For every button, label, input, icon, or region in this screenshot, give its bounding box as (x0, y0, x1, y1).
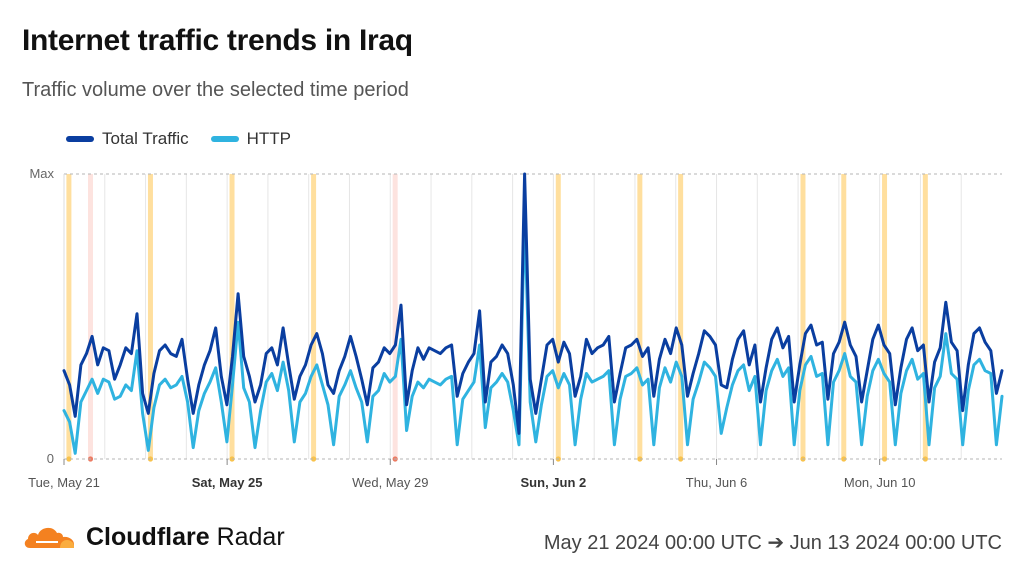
x-tick-label: Tue, May 21 (28, 475, 100, 490)
y-label-zero: 0 (47, 451, 54, 466)
cloudflare-cloud-icon (24, 527, 75, 548)
annotation-band (88, 174, 94, 459)
annotation-band (922, 174, 928, 459)
annotation-marker (66, 456, 72, 462)
chart-title: Internet traffic trends in Iraq (22, 24, 413, 57)
legend-item-total-traffic[interactable]: Total Traffic (66, 129, 189, 149)
annotation-band (392, 174, 398, 459)
annotation-marker (678, 456, 684, 462)
legend-label-http: HTTP (246, 129, 292, 148)
legend-swatch-http (210, 136, 239, 142)
brand-name-rest: Radar (209, 523, 285, 551)
annotation-band (637, 174, 643, 459)
x-tick-label: Sun, Jun 2 (521, 475, 587, 490)
brand-name-bold: Cloudflare (86, 523, 210, 551)
annotation-band (311, 174, 317, 459)
annotation-marker (922, 456, 928, 462)
annotation-marker (881, 456, 888, 462)
cloudflare-radar-logo: Cloudflare Radar (22, 523, 285, 552)
y-label-max: Max (29, 166, 54, 181)
x-tick-label: Thu, Jun 6 (686, 475, 747, 490)
annotation-band (555, 174, 561, 459)
legend-item-http[interactable]: HTTP (210, 129, 292, 149)
series-line-total-traffic (62, 172, 1004, 435)
x-tick-label: Sat, May 25 (192, 475, 263, 490)
legend-swatch-total-traffic (66, 136, 94, 142)
annotation-band (66, 174, 72, 459)
x-tick-label: Wed, May 29 (352, 475, 428, 490)
chart-subtitle: Traffic volume over the selected time pe… (22, 79, 409, 101)
date-range: May 21 2024 00:00 UTC ➔ Jun 13 2024 00:0… (543, 532, 1002, 554)
brand-name: Cloudflare Radar (86, 523, 285, 552)
legend: Total Traffic HTTP (66, 129, 313, 149)
x-tick-label: Mon, Jun 10 (844, 475, 916, 490)
legend-label-total-traffic: Total Traffic (102, 129, 189, 148)
annotation-marker (841, 456, 847, 462)
annotation-band (800, 174, 806, 459)
annotation-band (147, 174, 153, 459)
annotation-band (678, 174, 684, 459)
annotation-marker (637, 456, 643, 462)
series-line-http (62, 215, 1004, 455)
annotation-band (229, 174, 235, 459)
annotation-marker (310, 456, 317, 462)
annotation-band (882, 174, 888, 459)
annotation-band (841, 174, 847, 459)
traffic-chart: Max 0 Tue, May 21 Sat, May 25 Wed, May 29 Sun… (28, 166, 1004, 490)
